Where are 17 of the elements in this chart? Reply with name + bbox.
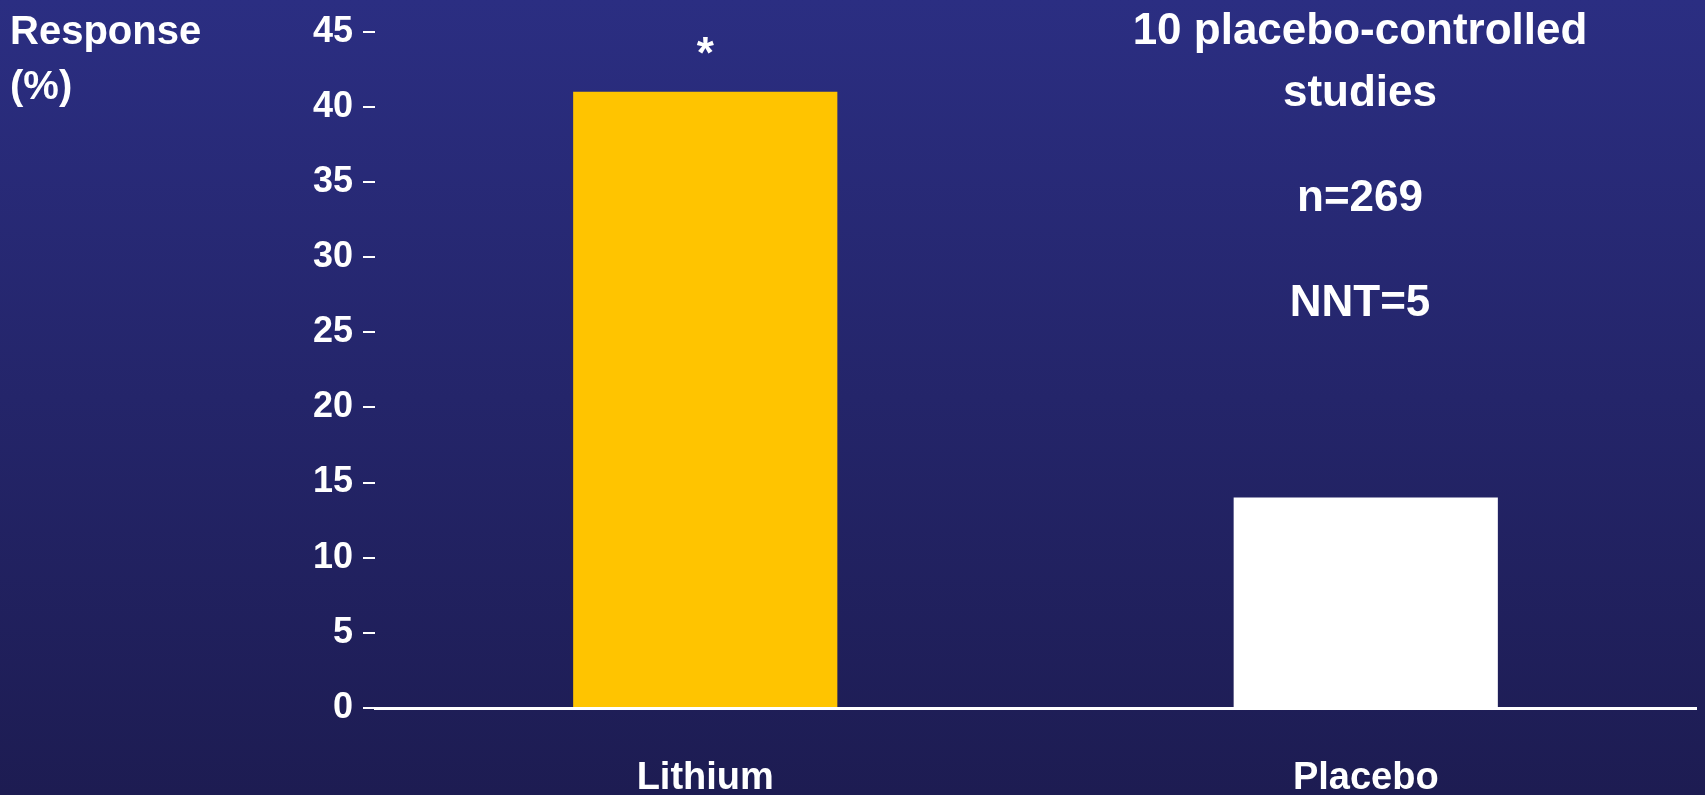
- y-tick-label: 35: [312, 158, 353, 200]
- y-axis-title: Response (%): [10, 8, 202, 108]
- y-tick-label: 15: [312, 459, 353, 501]
- y-tick-label: 0: [332, 684, 353, 726]
- y-tick-label: 40: [312, 83, 353, 125]
- annotation: 10 placebo-controlled studies: [1132, 3, 1588, 115]
- annotation: *: [696, 27, 715, 77]
- x-tick-label: Placebo: [1292, 755, 1439, 795]
- x-tick-label: Lithium: [636, 755, 774, 795]
- y-tick-label: 20: [312, 384, 353, 426]
- y-tick-label: 45: [312, 8, 353, 50]
- y-tick-label: 10: [312, 534, 353, 576]
- y-tick-label: 5: [332, 609, 353, 651]
- y-tick-label: 30: [312, 233, 353, 275]
- y-tick-label: 25: [312, 309, 353, 351]
- annotation: n=269: [1297, 170, 1423, 220]
- annotation: NNT=5: [1289, 275, 1431, 325]
